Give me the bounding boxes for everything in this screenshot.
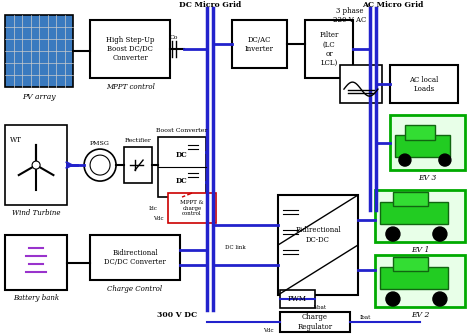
Text: Vdc: Vdc xyxy=(263,328,273,333)
Text: PWM: PWM xyxy=(288,295,307,303)
Bar xyxy=(5,15,73,87)
Bar xyxy=(390,115,465,170)
Text: Idc: Idc xyxy=(149,206,157,211)
Circle shape xyxy=(433,292,447,306)
Text: DC: DC xyxy=(176,151,188,159)
Text: Battery bank: Battery bank xyxy=(13,294,59,302)
Bar xyxy=(380,202,448,224)
Circle shape xyxy=(32,161,40,169)
Bar xyxy=(380,267,448,289)
Text: DC: DC xyxy=(176,177,188,185)
Text: High Step-Up
Boost DC/DC
Converter: High Step-Up Boost DC/DC Converter xyxy=(106,36,155,62)
Text: PV array: PV array xyxy=(22,93,56,101)
Bar xyxy=(5,125,67,205)
Text: Boost Converter: Boost Converter xyxy=(156,128,208,133)
Bar xyxy=(375,190,465,242)
Bar xyxy=(90,235,180,280)
Circle shape xyxy=(90,155,110,175)
Text: DC link: DC link xyxy=(225,245,246,250)
Bar xyxy=(390,65,458,103)
Text: PMSG: PMSG xyxy=(90,141,110,146)
Text: MPPT control: MPPT control xyxy=(106,83,155,91)
Bar xyxy=(393,257,428,271)
Bar xyxy=(393,192,428,206)
Bar xyxy=(124,147,152,183)
Bar xyxy=(395,135,450,157)
Bar xyxy=(168,193,216,223)
Circle shape xyxy=(386,227,400,241)
Text: EV 2: EV 2 xyxy=(411,311,429,319)
Circle shape xyxy=(439,154,451,166)
Text: AC Micro Grid: AC Micro Grid xyxy=(362,1,424,9)
Bar xyxy=(305,20,353,78)
Text: EV 1: EV 1 xyxy=(411,246,429,254)
Text: WT: WT xyxy=(10,136,22,144)
Text: Charge Control: Charge Control xyxy=(108,285,163,293)
Text: Filter
(LC
or
LCL): Filter (LC or LCL) xyxy=(319,31,338,67)
Text: Vbat: Vbat xyxy=(313,305,327,310)
Bar xyxy=(5,235,67,290)
Bar xyxy=(405,125,435,140)
Circle shape xyxy=(386,292,400,306)
Circle shape xyxy=(399,154,411,166)
Text: DC/AC
Inverter: DC/AC Inverter xyxy=(245,36,274,53)
Bar xyxy=(375,255,465,307)
Text: Ibat: Ibat xyxy=(359,315,371,320)
Text: 300 V DC: 300 V DC xyxy=(157,311,197,319)
Text: Co: Co xyxy=(170,35,178,40)
Bar xyxy=(278,195,358,295)
Text: Bidirectional
DC-DC: Bidirectional DC-DC xyxy=(295,226,341,244)
Text: MPPT &
charge
control: MPPT & charge control xyxy=(180,200,204,216)
Text: Wind Turbine: Wind Turbine xyxy=(12,209,60,217)
Circle shape xyxy=(433,227,447,241)
Text: 3 phase
220 V AC: 3 phase 220 V AC xyxy=(333,7,366,24)
Bar xyxy=(90,20,170,78)
Bar xyxy=(280,290,315,308)
Text: Charge
Regulator: Charge Regulator xyxy=(297,314,333,331)
Text: AC local
Loads: AC local Loads xyxy=(409,75,438,93)
Bar xyxy=(232,20,287,68)
Text: Rectifier: Rectifier xyxy=(125,138,151,143)
Bar xyxy=(158,137,206,197)
Circle shape xyxy=(84,149,116,181)
Text: Vdc: Vdc xyxy=(153,215,163,220)
Text: EV 3: EV 3 xyxy=(418,174,437,182)
Text: DC Micro Grid: DC Micro Grid xyxy=(179,1,241,9)
Bar xyxy=(340,65,382,103)
Text: Bidirectional
DC/DC Converter: Bidirectional DC/DC Converter xyxy=(104,249,166,266)
Bar xyxy=(280,312,350,332)
